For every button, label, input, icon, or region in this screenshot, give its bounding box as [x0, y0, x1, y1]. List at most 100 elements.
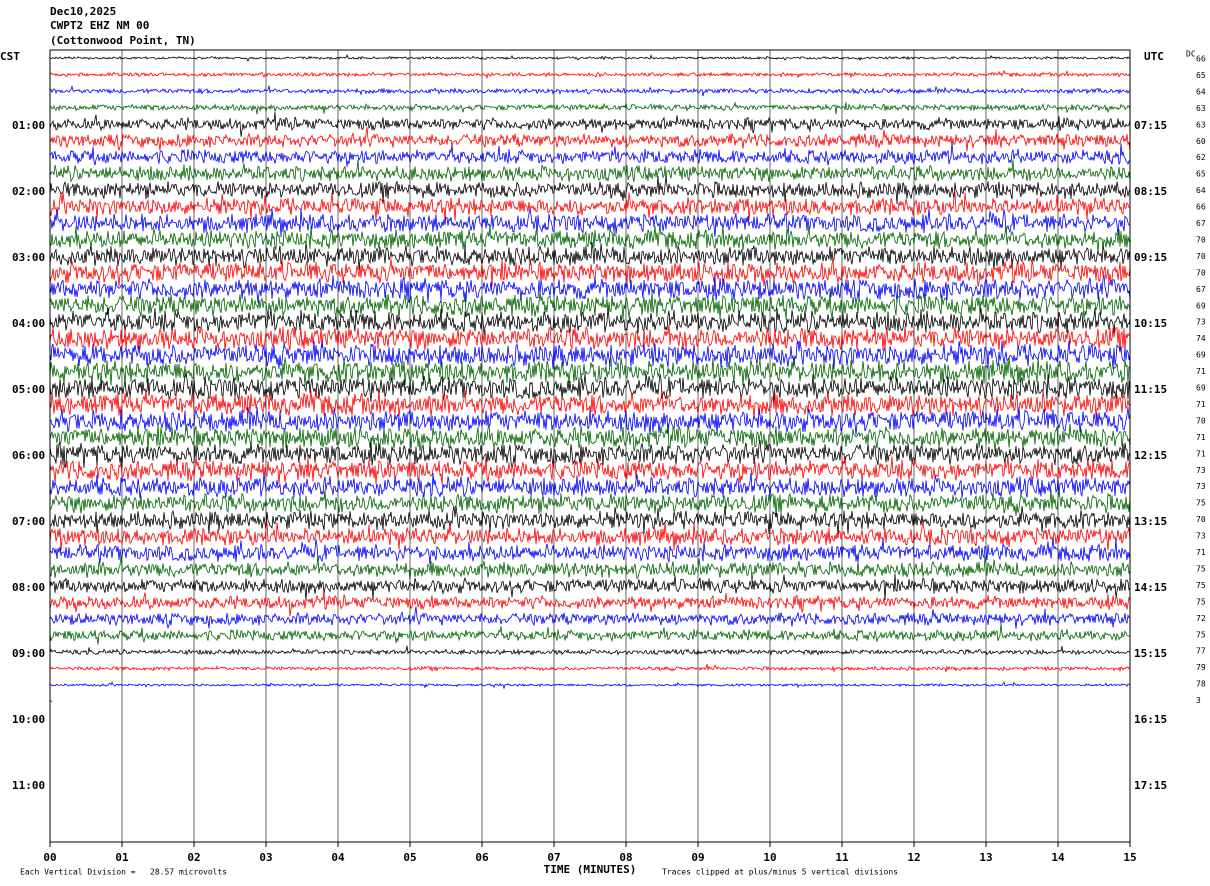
- x-tick-label: 03: [259, 851, 272, 864]
- trace: [49, 225, 1131, 253]
- utc-label: 17:15: [1134, 779, 1167, 792]
- dc-value: 70: [1196, 416, 1206, 425]
- dc-value: 64: [1196, 87, 1206, 96]
- x-tick-label: 13: [979, 851, 992, 864]
- utc-label: 14:15: [1134, 581, 1167, 594]
- scale-note: Each Vertical Division = 28.57 microvolt…: [20, 868, 227, 877]
- dc-value: 73: [1196, 466, 1206, 475]
- utc-label: 07:15: [1134, 119, 1167, 132]
- utc-label: 16:15: [1134, 713, 1167, 726]
- dc-value: 60: [1196, 137, 1206, 146]
- trace: [49, 645, 1131, 656]
- utc-label: 12:15: [1134, 449, 1167, 462]
- dc-value: 75: [1196, 564, 1206, 573]
- dc-value: 73: [1196, 482, 1206, 491]
- trace: [49, 274, 1131, 304]
- x-tick-label: 15: [1123, 851, 1136, 864]
- trace: [49, 439, 1131, 469]
- trace: [49, 663, 1131, 673]
- cst-label: 01:00: [12, 119, 45, 132]
- trace: [49, 472, 1131, 499]
- trace: [49, 208, 1131, 238]
- dc-value: 73: [1196, 532, 1206, 541]
- left-axis-title: CST: [0, 50, 20, 63]
- trace: [49, 372, 1131, 403]
- cst-label: 08:00: [12, 581, 45, 594]
- dc-value: 69: [1196, 384, 1206, 393]
- trace: [49, 340, 1131, 370]
- cst-label: 02:00: [12, 185, 45, 198]
- traces: [49, 53, 1131, 703]
- utc-label: 11:15: [1134, 383, 1167, 396]
- utc-label: 09:15: [1134, 251, 1167, 264]
- x-tick-label: 10: [763, 851, 776, 864]
- dc-value: 69: [1196, 301, 1206, 310]
- x-tick-label: 09: [691, 851, 704, 864]
- x-tick-label: 01: [115, 851, 129, 864]
- cst-label: 11:00: [12, 779, 45, 792]
- dc-value: 75: [1196, 630, 1206, 639]
- trace: [49, 489, 1131, 518]
- cst-label: 04:00: [12, 317, 45, 330]
- trace: [49, 159, 1131, 183]
- dc-value: 66: [1196, 203, 1206, 212]
- dc-value: 3: [1196, 696, 1201, 705]
- dc-value: 70: [1196, 252, 1206, 261]
- dc-value: 71: [1196, 548, 1206, 557]
- trace: [49, 573, 1131, 601]
- trace: [49, 623, 1131, 645]
- cst-label: 10:00: [12, 713, 45, 726]
- dc-value: 63: [1196, 104, 1206, 113]
- dc-value: 71: [1196, 449, 1206, 458]
- trace: [49, 456, 1131, 485]
- trace: [49, 192, 1131, 221]
- trace: [50, 406, 1131, 436]
- trace: [49, 69, 1131, 80]
- dc-value: 66: [1196, 55, 1206, 64]
- dc-value: 73: [1196, 318, 1206, 327]
- trace: [49, 423, 1131, 452]
- x-tick-label: 12: [907, 851, 920, 864]
- dc-value: 70: [1196, 235, 1206, 244]
- trace: [49, 307, 1131, 335]
- trace: [49, 101, 1131, 115]
- station: CWPT2 EHZ NM 00: [50, 19, 149, 32]
- trace: [50, 681, 1131, 690]
- trace: [49, 538, 1131, 564]
- x-tick-label: 05: [403, 851, 416, 864]
- dc-value: 79: [1196, 663, 1206, 672]
- utc-label: 08:15: [1134, 185, 1167, 198]
- x-tick-label: 08: [619, 851, 632, 864]
- cst-label: 05:00: [12, 383, 45, 396]
- trace: [49, 505, 1131, 535]
- trace: [49, 589, 1131, 617]
- dc-value: 78: [1196, 680, 1206, 689]
- utc-label: 13:15: [1134, 515, 1167, 528]
- location: (Cottonwood Point, TN): [50, 34, 196, 47]
- x-tick-label: 06: [475, 851, 489, 864]
- utc-label: 10:15: [1134, 317, 1167, 330]
- trace: [49, 126, 1131, 152]
- dc-value: 67: [1196, 285, 1206, 294]
- dc-value: 71: [1196, 400, 1206, 409]
- x-tick-label: 11: [835, 851, 849, 864]
- right-axis-title: UTC: [1144, 50, 1164, 63]
- plot-frame: [49, 49, 1131, 843]
- cst-label: 06:00: [12, 449, 45, 462]
- dc-value: 70: [1196, 268, 1206, 277]
- trace: [49, 606, 1131, 630]
- trace: [49, 241, 1131, 271]
- dc-value: 71: [1196, 433, 1206, 442]
- trace: [49, 142, 1131, 167]
- trace: [49, 324, 1131, 353]
- x-axis-title: TIME (MINUTES): [544, 863, 637, 876]
- trace: [49, 555, 1131, 584]
- trace: [49, 53, 1131, 63]
- trace: [49, 357, 1131, 386]
- dc-value: 71: [1196, 367, 1206, 376]
- x-tick-label: 02: [187, 851, 200, 864]
- utc-label: 15:15: [1134, 647, 1167, 660]
- dc-value: 67: [1196, 219, 1206, 228]
- x-tick-label: 04: [331, 851, 345, 864]
